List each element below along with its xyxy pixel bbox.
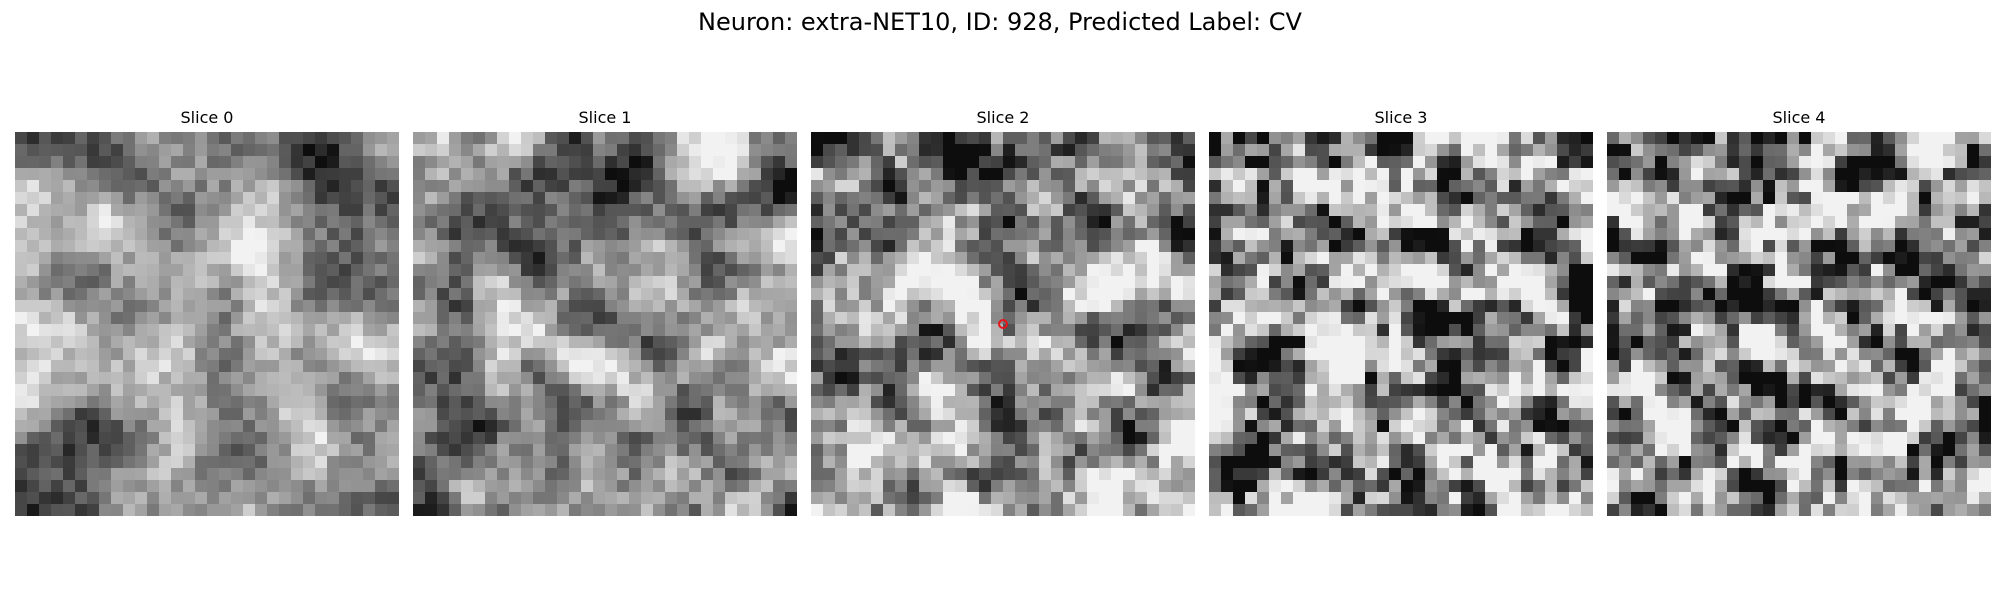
slice-image [811, 132, 1195, 516]
slice-image [1209, 132, 1593, 516]
slice-image [15, 132, 399, 516]
figure-title: Neuron: extra-NET10, ID: 928, Predicted … [698, 8, 1302, 36]
slice-image [413, 132, 797, 516]
slice-panel-1: Slice 1 [413, 108, 797, 516]
slice-panel-2: Slice 2 [811, 108, 1195, 516]
slice-panel-0: Slice 0 [15, 108, 399, 516]
slice-image [1607, 132, 1991, 516]
slice-title: Slice 2 [976, 108, 1030, 127]
slice-panel-3: Slice 3 [1209, 108, 1593, 516]
slice-title: Slice 4 [1772, 108, 1826, 127]
slice-title: Slice 0 [180, 108, 234, 127]
slice-panel-4: Slice 4 [1607, 108, 1991, 516]
slice-title: Slice 3 [1374, 108, 1428, 127]
slice-title: Slice 1 [578, 108, 632, 127]
